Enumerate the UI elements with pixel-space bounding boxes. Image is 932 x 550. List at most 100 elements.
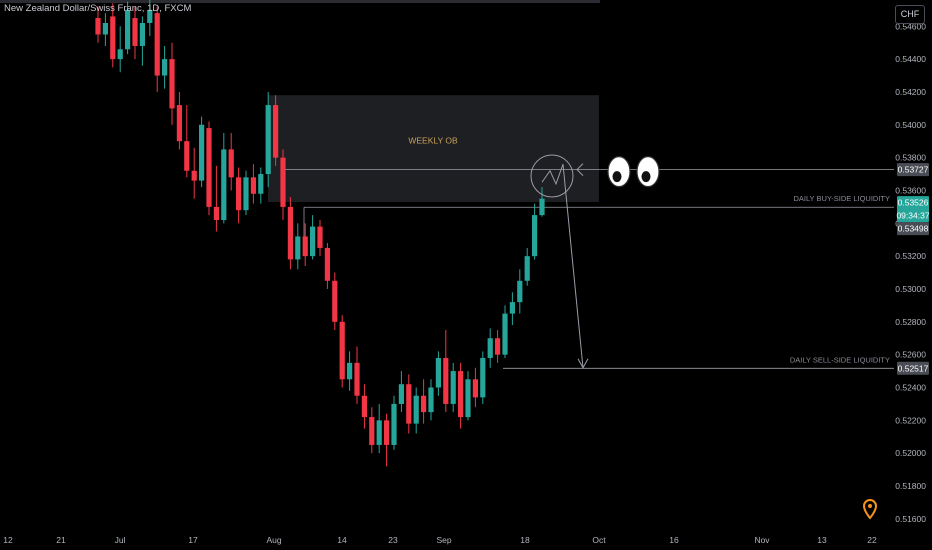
candle-body: [213, 206, 219, 221]
candle-body: [361, 395, 367, 418]
candle: [339, 315, 345, 388]
candle-body: [236, 177, 242, 211]
price-tick-label: 0.54000: [895, 120, 926, 130]
candle-body: [517, 280, 523, 303]
candle: [472, 367, 478, 408]
candle: [324, 243, 330, 289]
candle: [384, 413, 390, 467]
candle-body: [458, 371, 464, 418]
candle: [265, 91, 271, 188]
candle: [428, 379, 434, 421]
candle-body: [265, 105, 271, 175]
candle: [236, 167, 242, 224]
price-tick-label: 0.53000: [895, 284, 926, 294]
candle: [250, 164, 256, 204]
candle: [206, 121, 212, 216]
candle-body: [450, 371, 456, 404]
candle-body: [110, 16, 116, 60]
candle-body: [258, 174, 264, 194]
candle: [398, 371, 404, 413]
candle-body: [391, 403, 397, 445]
price-tag-0.53498: [897, 222, 929, 236]
candle: [117, 26, 123, 73]
candle: [273, 95, 279, 166]
candle: [413, 387, 419, 434]
eye-white: [636, 156, 660, 188]
candle: [361, 384, 367, 429]
projected-path-arrowhead: [577, 358, 589, 369]
candle-body: [169, 59, 175, 109]
candle: [184, 105, 190, 178]
weekly-ob-zone: [268, 95, 599, 202]
candle-body: [117, 49, 123, 60]
projected-path: [541, 164, 584, 368]
candle-body: [354, 362, 360, 396]
price-tick-label: 0.53600: [895, 185, 926, 195]
candle-body: [376, 420, 382, 445]
price-tag-0.53498-text: 0.53498: [898, 224, 929, 234]
time-tick-label: 17: [188, 535, 198, 545]
price-tag-0.53727: [897, 163, 929, 177]
weekly-ob-label: WEEKLY OB: [408, 135, 458, 145]
candle-body: [162, 59, 168, 76]
candle: [480, 351, 486, 404]
eyes-emoji-icon: [607, 156, 631, 188]
candle: [191, 147, 197, 199]
candle: [258, 167, 264, 204]
price-tick-label: 0.54200: [895, 87, 926, 97]
time-tick-label: 16: [669, 535, 679, 545]
eyes-emoji-icon: [636, 156, 660, 188]
candle: [110, 3, 116, 68]
candle: [295, 223, 301, 270]
candle: [147, 0, 153, 37]
highlight-circle: [530, 154, 574, 198]
eye-pupil: [612, 171, 622, 183]
price-tick-label: 0.51600: [895, 514, 926, 524]
candle: [465, 371, 471, 421]
candle-body: [206, 128, 212, 207]
candle: [435, 351, 441, 396]
candle-body: [139, 22, 145, 46]
candle-body: [228, 149, 234, 178]
symbol-title[interactable]: New Zealand Dollar/Swiss Franc, 1D, FXCM: [4, 3, 192, 14]
candle-body: [413, 395, 419, 424]
candle-body: [102, 22, 108, 35]
candle: [125, 1, 131, 55]
price-tick-label: 0.54400: [895, 54, 926, 64]
price-tag-0.52517-text: 0.52517: [898, 363, 929, 373]
candle-body: [191, 170, 197, 181]
candle-body: [406, 384, 412, 424]
time-tick-label: 21: [56, 535, 66, 545]
candle: [310, 215, 316, 260]
candle-body: [332, 280, 338, 322]
eye-white: [607, 156, 631, 188]
time-tick-label: 12: [3, 535, 13, 545]
price-tag-0.52517: [897, 361, 929, 375]
candle-body: [398, 384, 404, 404]
candle-body: [125, 9, 131, 50]
candle: [354, 346, 360, 404]
candle-body: [472, 379, 478, 398]
candle-body: [421, 395, 427, 413]
candle-body: [221, 149, 227, 221]
candle-body: [324, 247, 330, 281]
time-tick-label: 14: [337, 535, 347, 545]
candle: [524, 247, 530, 286]
candle: [162, 45, 168, 89]
candle-body: [317, 226, 323, 248]
time-tick-label: Nov: [754, 535, 770, 545]
candle-body: [509, 302, 515, 314]
currency-button[interactable]: CHF: [895, 5, 925, 24]
candle: [154, 6, 160, 92]
candle-body: [435, 357, 441, 388]
current-price-tag-text: 0.53526: [898, 198, 929, 208]
candle: [139, 16, 145, 66]
candle: [317, 220, 323, 257]
price-tick-label: 0.52400: [895, 383, 926, 393]
candle-body: [502, 313, 508, 355]
candle-body: [295, 236, 301, 260]
time-tick-label: 18: [520, 535, 530, 545]
time-tick-label: 13: [817, 535, 827, 545]
candle-body: [369, 417, 375, 445]
